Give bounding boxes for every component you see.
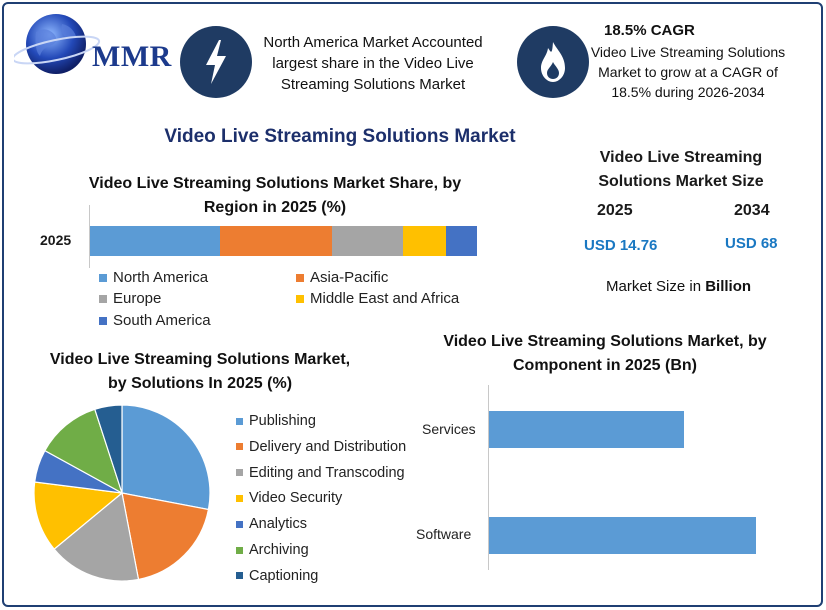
legend-swatch (236, 546, 243, 554)
legend-publishing: Publishing (236, 413, 316, 429)
legend-label: North America (113, 269, 209, 286)
region-bar-segment-asia-pacific (219, 226, 332, 256)
main-title: Video Live Streaming Solutions Market (164, 126, 516, 147)
market-size-unit: Market Size in Billion (606, 278, 751, 295)
flame-icon (541, 42, 565, 82)
info-circle-lightning (180, 26, 252, 98)
legend-swatch (236, 494, 243, 502)
legend-label: Editing and Transcoding (249, 464, 405, 481)
legend-swatch (296, 273, 304, 282)
legend-asia-pacific: Asia-Pacific (296, 269, 388, 286)
component-chart-axis (488, 385, 489, 570)
legend-north-america: North America (99, 269, 208, 286)
region-bar-segment-europe (331, 226, 404, 256)
legend-swatch (236, 520, 243, 528)
legend-delivery-and-distribution: Delivery and Distribution (236, 439, 406, 455)
solutions-chart-title: Video Live Streaming Solutions Market, b… (49, 351, 351, 392)
legend-swatch (99, 316, 107, 325)
info-circle-flame (517, 26, 589, 98)
legend-video-security: Video Security (236, 490, 342, 506)
market-size-title: Video Live Streaming Solutions Market Si… (598, 149, 764, 190)
region-category-label: 2025 (40, 232, 72, 248)
pie-slice-publishing (121, 404, 211, 511)
pie-slice-editing-and-transcoding (53, 491, 140, 582)
legend-swatch (99, 294, 107, 303)
value-2034: USD 68 (725, 235, 778, 252)
legend-archiving: Archiving (236, 542, 309, 558)
legend-captioning: Captioning (236, 568, 318, 584)
pie-slice-archiving (44, 408, 124, 495)
logo-text: MMR (92, 40, 172, 73)
region-chart-title: Video Live Streaming Solutions Market Sh… (88, 175, 462, 216)
solutions-pie-chart (33, 404, 211, 582)
north-america-note: North America Market Accounted largest s… (263, 34, 483, 93)
legend-swatch (236, 572, 243, 580)
legend-label: Asia-Pacific (310, 269, 389, 286)
mmr-logo: MMR (11, 10, 171, 80)
pie-slice-captioning (94, 404, 123, 494)
legend-editing-and-transcoding: Editing and Transcoding (236, 465, 405, 481)
legend-swatch (296, 294, 304, 303)
legend-label: Video Security (249, 490, 343, 507)
legend-swatch (236, 443, 243, 451)
component-label-software: Software (416, 526, 472, 542)
unit-prefix: Market Size in (606, 278, 706, 295)
component-chart-title: Video Live Streaming Solutions Market, b… (443, 333, 767, 374)
region-bar-segment-middle-east-and-africa (403, 226, 447, 256)
legend-europe: Europe (99, 290, 161, 307)
legend-label: Analytics (249, 516, 308, 533)
pie-slice-video-security (33, 481, 124, 550)
region-bar-segment-north-america (90, 226, 220, 256)
legend-south-america: South America (99, 312, 211, 329)
legend-swatch (99, 273, 107, 282)
component-bar-services (489, 411, 684, 448)
legend-label: Middle East and Africa (310, 290, 460, 307)
cagr-note: Video Live Streaming Solutions Market to… (590, 44, 786, 100)
legend-swatch (236, 417, 243, 425)
unit-bold: Billion (705, 278, 752, 295)
legend-label: Europe (113, 290, 162, 307)
pie-slice-delivery-and-distribution (121, 492, 210, 581)
legend-swatch (236, 469, 243, 477)
legend-label: Delivery and Distribution (249, 438, 407, 455)
legend-label: Captioning (249, 567, 319, 584)
legend-middle-east-africa: Middle East and Africa (296, 290, 459, 307)
legend-label: South America (113, 312, 211, 329)
component-bar-software (489, 517, 756, 554)
year-2025: 2025 (597, 202, 633, 219)
legend-label: Archiving (249, 542, 309, 558)
component-label-services: Services (422, 421, 476, 437)
region-bar-segment-south-america (446, 226, 477, 256)
year-2034: 2034 (734, 202, 770, 219)
lightning-icon (206, 40, 226, 84)
globe-icon (11, 14, 101, 74)
region-chart-axis (89, 205, 90, 268)
legend-label: Publishing (249, 413, 316, 429)
value-2025: USD 14.76 (584, 237, 658, 254)
cagr-title: 18.5% CAGR (604, 22, 695, 39)
legend-analytics: Analytics (236, 516, 307, 532)
